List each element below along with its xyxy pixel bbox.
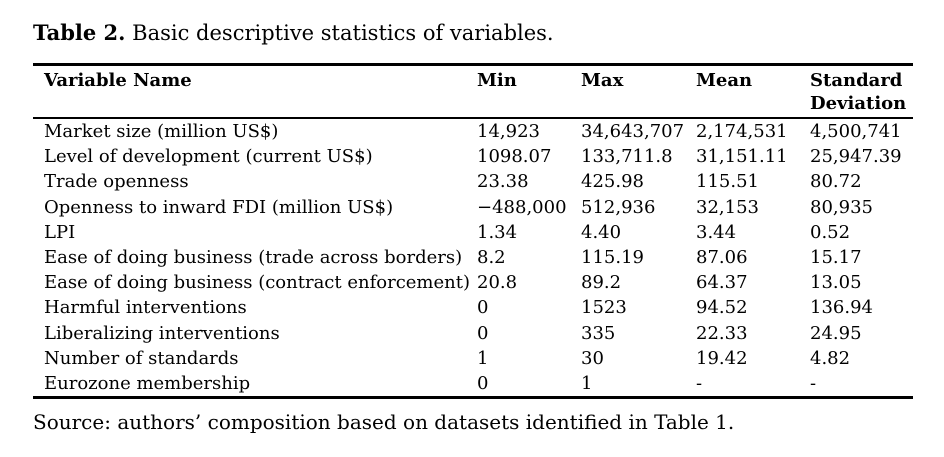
cell-min: 8.2 xyxy=(477,247,506,269)
cell-mean: 115.51 xyxy=(696,171,759,193)
cell-variable: Market size (million US$) xyxy=(44,121,279,142)
table-row: Openness to inward FDI (million US$) −488… xyxy=(33,195,913,220)
column-header-standard-deviation: Standard Deviation xyxy=(810,70,907,114)
cell-min: 1.34 xyxy=(477,221,518,243)
cell-std: 15.17 xyxy=(810,247,862,269)
cell-variable: Ease of doing business (trade across bor… xyxy=(44,247,463,269)
cell-std: 4.82 xyxy=(810,347,851,369)
cell-std: 4,500,741 xyxy=(810,121,902,142)
cell-mean: 94.52 xyxy=(696,297,748,319)
cell-min: 0 xyxy=(477,322,489,344)
table-row: Ease of doing business (trade across bor… xyxy=(33,245,913,270)
cell-std: - xyxy=(810,373,817,395)
cell-mean: 64.37 xyxy=(696,272,748,294)
table-header: Variable Name Min Max Mean Standard Devi… xyxy=(33,65,913,118)
table-row: Ease of doing business (contract enforce… xyxy=(33,270,913,295)
cell-std: 13.05 xyxy=(810,272,862,294)
table-row: Eurozone membership 0 1 - - xyxy=(33,371,913,398)
document-page: Table 2. Basic descriptive statistics of… xyxy=(33,20,913,435)
cell-std: 80.72 xyxy=(810,171,862,193)
cell-max: 512,936 xyxy=(581,196,656,218)
cell-min: −488,000 xyxy=(477,196,567,218)
cell-std: 24.95 xyxy=(810,322,862,344)
cell-variable: Eurozone membership xyxy=(44,373,251,395)
cell-std: 80,935 xyxy=(810,196,873,218)
table-row: Market size (million US$) 14,923 34,643,70… xyxy=(33,118,913,144)
cell-mean: - xyxy=(696,373,703,395)
cell-std: 0.52 xyxy=(810,221,851,243)
cell-min: 14,923 xyxy=(477,121,540,142)
column-header-variable-name: Variable Name xyxy=(44,70,192,91)
cell-max: 335 xyxy=(581,322,616,344)
cell-mean: 22.33 xyxy=(696,322,748,344)
cell-min: 1098.07 xyxy=(477,146,552,168)
cell-mean: 32,153 xyxy=(696,196,759,218)
cell-variable: Number of standards xyxy=(44,347,239,369)
table-row: Liberalizing interventions 0 335 22.33 24.95 xyxy=(33,321,913,346)
cell-std: 25,947.39 xyxy=(810,146,902,168)
column-header-mean: Mean xyxy=(696,70,753,91)
cell-max: 133,711.8 xyxy=(581,146,673,168)
cell-max: 1523 xyxy=(581,297,627,319)
cell-mean: 19.42 xyxy=(696,347,748,369)
cell-variable: Level of development (current US$) xyxy=(44,146,373,168)
cell-mean: 87.06 xyxy=(696,247,748,269)
cell-variable: LPI xyxy=(44,221,76,243)
cell-min: 23.38 xyxy=(477,171,529,193)
cell-mean: 31,151.11 xyxy=(696,146,788,168)
cell-variable: Harmful interventions xyxy=(44,297,247,319)
cell-variable: Liberalizing interventions xyxy=(44,322,280,344)
cell-max: 1 xyxy=(581,373,593,395)
cell-variable: Trade openness xyxy=(44,171,189,193)
table-caption: Table 2. Basic descriptive statistics of… xyxy=(33,20,913,46)
cell-min: 0 xyxy=(477,297,489,319)
source-note: Source: authors’ composition based on da… xyxy=(33,410,735,435)
cell-min: 20.8 xyxy=(477,272,518,294)
table-row: Number of standards 1 30 19.42 4.82 xyxy=(33,346,913,371)
cell-mean: 3.44 xyxy=(696,221,737,243)
table-body: Market size (million US$) 14,923 34,643,70… xyxy=(33,118,913,398)
table-caption-number: Table 2. xyxy=(33,20,126,45)
cell-max: 4.40 xyxy=(581,221,622,243)
table-row: LPI 1.34 4.40 3.44 0.52 xyxy=(33,220,913,245)
table-header-row: Variable Name Min Max Mean Standard Devi… xyxy=(33,65,913,118)
cell-max: 425.98 xyxy=(581,171,644,193)
table-row: Harmful interventions 0 1523 94.52 136.94 xyxy=(33,295,913,320)
cell-max: 89.2 xyxy=(581,272,622,294)
cell-variable: Ease of doing business (contract enforce… xyxy=(44,272,470,294)
descriptive-statistics-table: Variable Name Min Max Mean Standard Devi… xyxy=(33,63,913,400)
cell-mean: 2,174,531 xyxy=(696,121,788,142)
table-row: Level of development (current US$) 1098.0… xyxy=(33,144,913,169)
cell-min: 1 xyxy=(477,347,489,369)
column-header-min: Min xyxy=(477,70,517,91)
table-caption-text: Basic descriptive statistics of variable… xyxy=(132,21,554,45)
cell-min: 0 xyxy=(477,373,489,395)
cell-std: 136.94 xyxy=(810,297,873,319)
cell-max: 34,643,707 xyxy=(581,121,685,142)
cell-max: 30 xyxy=(581,347,604,369)
cell-variable: Openness to inward FDI (million US$) xyxy=(44,196,394,218)
column-header-max: Max xyxy=(581,70,624,91)
table-row: Trade openness 23.38 425.98 115.51 80.72 xyxy=(33,169,913,194)
cell-max: 115.19 xyxy=(581,247,644,269)
